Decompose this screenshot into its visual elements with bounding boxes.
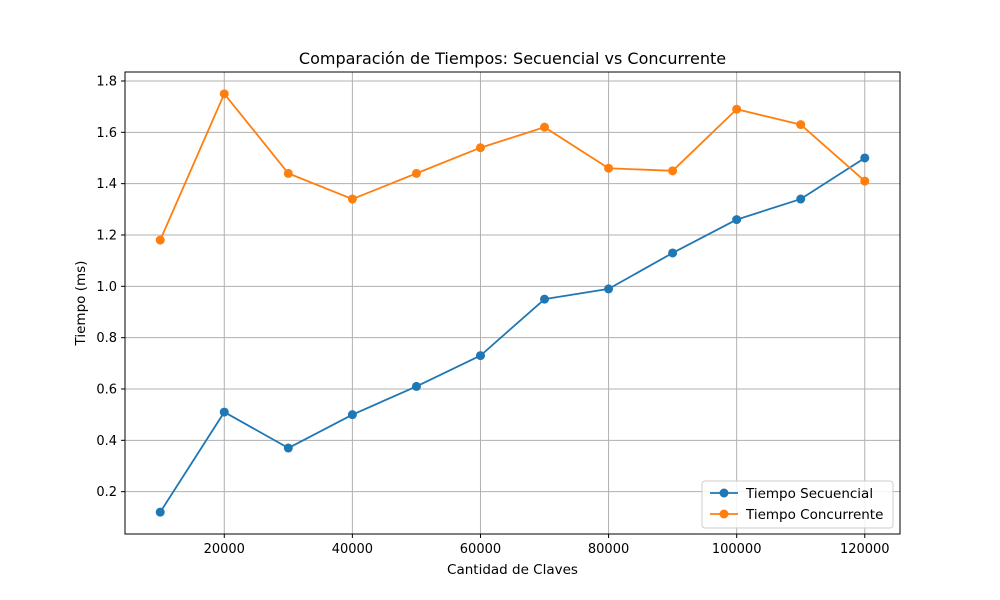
x-axis-label: Cantidad de Claves — [447, 562, 578, 578]
plot-area — [125, 72, 900, 534]
data-point-tiempo-secuencial — [411, 381, 421, 391]
y-tick-label: 0.8 — [96, 331, 117, 346]
data-point-tiempo-concurrente — [475, 143, 485, 153]
y-tick-label: 1.4 — [96, 177, 117, 192]
y-tick-label: 1.6 — [96, 126, 117, 141]
data-point-tiempo-secuencial — [668, 248, 678, 258]
y-tick-label: 1.8 — [96, 74, 117, 89]
data-point-tiempo-secuencial — [732, 215, 742, 225]
x-tick-label: 60000 — [460, 542, 501, 557]
series-line-tiempo-secuencial — [159, 157, 866, 513]
plot-frame — [124, 71, 901, 535]
data-point-tiempo-concurrente — [668, 166, 678, 176]
legend-label-concurrente: Tiempo Concurrente — [745, 507, 883, 523]
data-point-tiempo-secuencial — [347, 410, 357, 420]
data-point-tiempo-concurrente — [540, 122, 550, 132]
y-axis-label: Tiempo (ms) — [73, 261, 89, 347]
data-point-tiempo-concurrente — [604, 163, 614, 173]
x-tick-label: 40000 — [332, 542, 373, 557]
legend: Tiempo Secuencial Tiempo Concurrente — [701, 480, 894, 529]
legend-label-secuencial: Tiempo Secuencial — [745, 486, 873, 502]
data-point-tiempo-concurrente — [283, 168, 293, 178]
data-point-tiempo-secuencial — [283, 443, 293, 453]
axis-ticks: 20000 40000 60000 80000 100000 120000 0.2 0.4 0.… — [96, 74, 889, 557]
data-point-tiempo-secuencial — [219, 407, 229, 417]
data-point-tiempo-concurrente — [155, 235, 165, 245]
data-point-tiempo-secuencial — [604, 284, 614, 294]
chart-title: Comparación de Tiempos: Secuencial vs Co… — [299, 49, 726, 68]
x-tick-label: 120000 — [840, 542, 890, 557]
data-point-tiempo-concurrente — [860, 176, 870, 186]
series-line-tiempo-concurrente — [159, 92, 866, 241]
x-tick-label: 80000 — [588, 542, 629, 557]
series-layer — [155, 89, 870, 517]
data-point-tiempo-concurrente — [219, 89, 229, 99]
y-tick-label: 0.4 — [96, 434, 117, 449]
legend-box — [701, 480, 894, 529]
x-tick-label: 20000 — [204, 542, 245, 557]
y-tick-label: 0.6 — [96, 382, 117, 397]
legend-marker-secuencial — [719, 488, 729, 498]
data-point-tiempo-secuencial — [540, 294, 550, 304]
data-point-tiempo-concurrente — [411, 168, 421, 178]
data-point-tiempo-concurrente — [796, 120, 806, 130]
x-tick-label: 100000 — [712, 542, 762, 557]
data-point-tiempo-secuencial — [860, 153, 870, 163]
data-point-tiempo-secuencial — [155, 507, 165, 517]
y-tick-label: 0.2 — [96, 485, 117, 500]
y-tick-label: 1.2 — [96, 228, 117, 243]
data-point-tiempo-concurrente — [347, 194, 357, 204]
data-point-tiempo-concurrente — [732, 104, 742, 114]
data-point-tiempo-secuencial — [796, 194, 806, 204]
y-tick-label: 1.0 — [96, 280, 117, 295]
data-point-tiempo-secuencial — [475, 351, 485, 361]
legend-marker-concurrente — [719, 509, 729, 519]
